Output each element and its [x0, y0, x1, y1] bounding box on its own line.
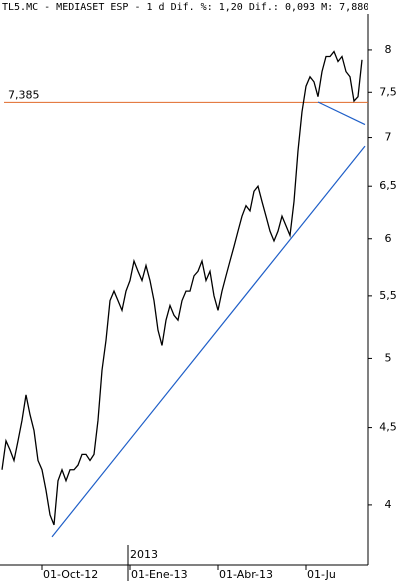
y-tick-label: 5	[385, 351, 392, 364]
x-tick-label: 01-Abr-13	[219, 568, 273, 581]
y-tick-label: 6,5	[379, 179, 397, 192]
hline-label: 7,385	[8, 88, 40, 101]
x-tick-label: 01-Ju	[307, 568, 336, 581]
y-tick-label: 4	[385, 498, 392, 511]
chart-title: TL5.MC - MEDIASET ESP - 1 d Dif. %: 1,20…	[2, 2, 369, 13]
price-line	[1, 50, 363, 526]
y-tick-label: 6	[385, 232, 392, 245]
y-tick-label: 7	[385, 131, 392, 144]
trendline	[51, 145, 366, 538]
y-tick-label: 7,5	[379, 85, 397, 98]
x-tick-label: 01-Oct-12	[43, 568, 98, 581]
trendline	[317, 101, 366, 126]
y-tick-label: 8	[385, 43, 392, 56]
year-label: 2013	[130, 548, 158, 561]
y-tick-label: 5,5	[379, 289, 397, 302]
x-tick-label: 01-Ene-13	[131, 568, 188, 581]
y-tick-label: 4,5	[379, 421, 397, 434]
